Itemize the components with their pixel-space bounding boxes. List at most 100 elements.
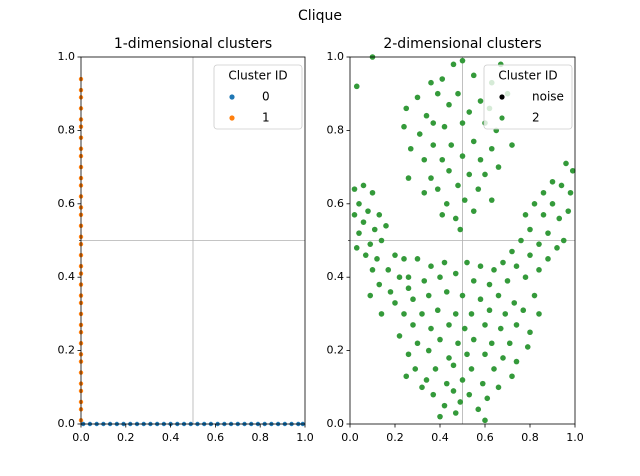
point (486, 281, 493, 288)
axes-frame (80, 56, 306, 425)
point (367, 241, 374, 247)
point (437, 274, 443, 281)
point (518, 237, 524, 244)
point (488, 340, 495, 347)
point (437, 413, 443, 420)
point (563, 160, 569, 167)
point (425, 347, 432, 354)
point (484, 395, 491, 402)
point (430, 120, 437, 126)
point (459, 292, 466, 299)
point (531, 292, 538, 299)
point (470, 138, 477, 145)
point (360, 219, 367, 225)
point (412, 366, 419, 372)
point (545, 230, 551, 236)
point (439, 156, 446, 163)
y-tick-label: 0.8 (58, 123, 76, 136)
y-tick-label: 0.4 (58, 270, 76, 283)
point (450, 362, 457, 369)
point (455, 90, 461, 97)
point (459, 57, 466, 64)
point (527, 226, 533, 233)
point (545, 256, 551, 262)
point (430, 142, 437, 148)
point (446, 355, 452, 361)
point (560, 237, 567, 244)
point (434, 90, 441, 97)
point (419, 311, 425, 317)
legend-marker (499, 115, 505, 121)
x-tick-label: 0.0 (341, 431, 359, 444)
point (513, 322, 520, 328)
legend-box (483, 64, 573, 130)
point (464, 259, 470, 266)
point (425, 292, 432, 299)
point (470, 72, 477, 79)
point (414, 94, 421, 101)
point (470, 278, 477, 284)
point (497, 325, 504, 332)
point (558, 182, 565, 189)
point (376, 281, 383, 288)
point (482, 351, 488, 358)
point (392, 300, 398, 306)
point (396, 274, 403, 281)
point (549, 201, 556, 207)
point (401, 256, 407, 262)
y-tick-label: 0.6 (327, 197, 345, 210)
point (486, 307, 493, 314)
x-tick-label: 0.6 (207, 431, 225, 444)
point (405, 175, 412, 181)
point (540, 212, 547, 218)
x-tick-label: 0.2 (117, 431, 135, 444)
point (448, 142, 455, 148)
point (500, 355, 506, 361)
point (509, 142, 515, 148)
point (351, 212, 358, 218)
point (536, 241, 542, 247)
point (419, 384, 425, 391)
point (470, 336, 477, 343)
point (513, 263, 520, 269)
point (504, 278, 511, 284)
point (441, 402, 448, 409)
point (383, 223, 389, 229)
x-tick-label: 0.2 (386, 431, 404, 444)
point (477, 263, 484, 269)
point (482, 322, 488, 328)
point (470, 208, 477, 214)
point (434, 186, 441, 192)
point (540, 189, 547, 196)
point (428, 263, 434, 269)
y-tick-label: 0.0 (327, 417, 345, 430)
point (455, 182, 461, 189)
point (414, 340, 421, 347)
y-tick-label: 0.4 (327, 270, 345, 283)
point (367, 292, 374, 299)
point (439, 76, 446, 82)
point (567, 189, 574, 196)
point (428, 325, 434, 332)
point (405, 274, 412, 281)
point (495, 292, 502, 299)
point (452, 410, 459, 416)
point (439, 212, 446, 218)
point (441, 123, 448, 130)
point (455, 340, 461, 347)
point (477, 98, 484, 104)
point (428, 79, 434, 86)
figure-title: Clique (298, 8, 342, 24)
point (527, 252, 533, 258)
point (457, 226, 464, 233)
point (392, 252, 398, 258)
point (356, 201, 362, 207)
point (351, 186, 358, 192)
point (513, 358, 520, 365)
point (527, 329, 533, 336)
x-tick-label: 1.0 (296, 431, 314, 444)
point (369, 189, 376, 196)
point (452, 270, 459, 277)
point (482, 171, 488, 178)
legend-box (213, 64, 303, 130)
